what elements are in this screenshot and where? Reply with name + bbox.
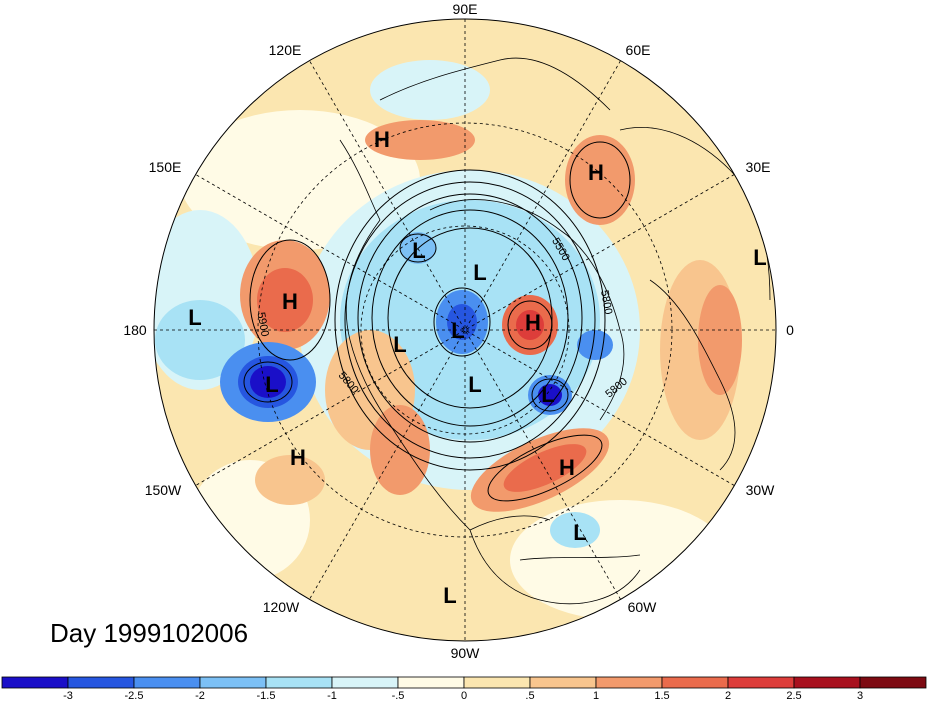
high-center: H bbox=[588, 160, 604, 185]
colorbar-tick-label: 3 bbox=[857, 690, 863, 702]
colorbar-box bbox=[331, 676, 399, 689]
colorbar-box bbox=[1, 676, 69, 689]
low-center: L bbox=[188, 305, 201, 330]
colorbar-box bbox=[529, 676, 597, 689]
map-border bbox=[153, 18, 777, 642]
high-center: H bbox=[525, 310, 541, 335]
lon-label-120w: 120W bbox=[263, 599, 300, 615]
low-center: L bbox=[753, 245, 766, 270]
colorbar-box bbox=[397, 676, 465, 689]
pressure-centers: H H H H H H H L L L L L L L L L L L L bbox=[188, 127, 766, 608]
colorbar-tick-label: -1 bbox=[327, 690, 337, 702]
lon-label-30w: 30W bbox=[746, 482, 776, 498]
graticule bbox=[154, 19, 776, 641]
low-center: L bbox=[468, 372, 481, 397]
lon-label-60e: 60E bbox=[626, 42, 651, 58]
colorbar-box bbox=[859, 676, 927, 689]
colorbar-box bbox=[793, 676, 861, 689]
lon-label-150e: 150E bbox=[149, 159, 182, 175]
high-center: H bbox=[290, 445, 306, 470]
colorbar-box bbox=[463, 676, 531, 689]
low-center: L bbox=[393, 332, 406, 357]
colorbar-box bbox=[265, 676, 333, 689]
lon-label-0: 0 bbox=[786, 322, 794, 338]
colorbar-tick-label: 0 bbox=[461, 690, 467, 702]
longitude-labels: 90E 60E 30E 0 30W 60W 90W 120W 150W 180 … bbox=[123, 1, 794, 661]
high-center: H bbox=[374, 127, 390, 152]
low-center: L bbox=[265, 372, 278, 397]
lon-label-90w: 90W bbox=[451, 645, 481, 661]
lon-label-30e: 30E bbox=[746, 159, 771, 175]
colorbar-tick-label: 1.5 bbox=[654, 690, 669, 702]
colorbar-box bbox=[661, 676, 729, 689]
low-center: L bbox=[412, 238, 425, 263]
colorbar-tick-label: 1 bbox=[593, 690, 599, 702]
high-center: H bbox=[282, 289, 298, 314]
height-contours bbox=[243, 141, 631, 502]
colorbar-tick-label: -2.5 bbox=[125, 690, 144, 702]
colorbar-box bbox=[133, 676, 201, 689]
colorbar-box bbox=[199, 676, 267, 689]
colorbar-tick-label: -.5 bbox=[392, 690, 405, 702]
lon-label-180: 180 bbox=[123, 322, 147, 338]
contour-label: 5900 bbox=[255, 311, 271, 337]
colorbar-tick-label: -3 bbox=[63, 690, 73, 702]
low-center: L bbox=[573, 520, 586, 545]
colorbar-tick-label: 2 bbox=[725, 690, 731, 702]
colorbar-box bbox=[67, 676, 135, 689]
coastlines bbox=[339, 57, 771, 605]
colorbar-box bbox=[595, 676, 663, 689]
colorbar-tick-label: 2.5 bbox=[786, 690, 801, 702]
lon-label-60w: 60W bbox=[628, 599, 658, 615]
colorbar-tick-label: -2 bbox=[195, 690, 205, 702]
high-center: H bbox=[559, 455, 575, 480]
colorbar-tick-label: .5 bbox=[525, 690, 534, 702]
low-center: L bbox=[541, 382, 554, 407]
colorbar-boxes bbox=[1, 676, 927, 689]
map-title: Day 1999102006 bbox=[50, 618, 249, 648]
lon-label-150w: 150W bbox=[145, 482, 182, 498]
low-center: L bbox=[443, 583, 456, 608]
lon-label-120e: 120E bbox=[269, 42, 302, 58]
colorbar-tick-label: -1.5 bbox=[257, 690, 276, 702]
colorbar-box bbox=[727, 676, 795, 689]
low-center: L bbox=[451, 318, 464, 343]
low-center: L bbox=[473, 260, 486, 285]
anomaly-field bbox=[154, 19, 776, 641]
colorbar-ticks: -3 -2.5 -2 -1.5 -1 -.5 0 .5 1 1.5 2 2.5 3 bbox=[63, 690, 863, 702]
lon-label-90e: 90E bbox=[453, 1, 478, 17]
colorbar: -3 -2.5 -2 -1.5 -1 -.5 0 .5 1 1.5 2 2.5 3 bbox=[1, 676, 927, 702]
contour-label: 5800 bbox=[598, 289, 614, 315]
